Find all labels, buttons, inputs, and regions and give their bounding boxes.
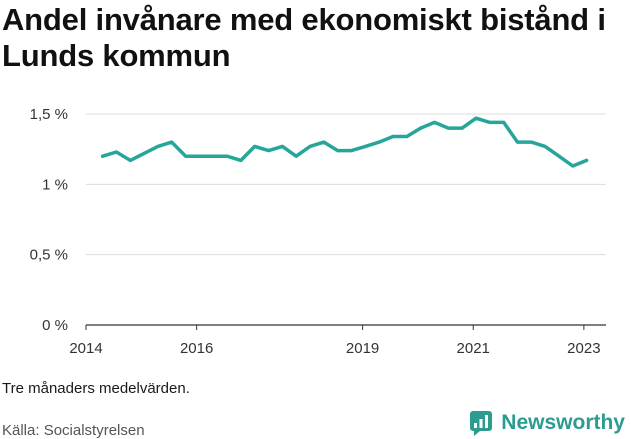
data-point (391, 135, 395, 138)
data-point (308, 144, 312, 148)
x-tick-label: 2014 (69, 340, 102, 357)
data-point (336, 149, 340, 153)
data-point (529, 140, 533, 144)
line-chart: 0 % 0,5 % 1 % 1,5 % 2014 2016 2019 2021 2023 (30, 106, 606, 357)
data-point (474, 116, 478, 120)
data-point (557, 154, 561, 158)
data-point (516, 140, 519, 144)
data-point (253, 144, 257, 148)
data-point (142, 151, 146, 155)
data-point (322, 140, 326, 144)
data-point (446, 126, 450, 130)
data-point (294, 154, 298, 158)
x-axis: 2014 2016 2019 2021 2023 (69, 325, 601, 357)
data-point (502, 120, 506, 124)
data-point (585, 158, 589, 162)
y-tick-label: 1 % (42, 176, 68, 193)
data-point (488, 120, 492, 124)
brand-logo[interactable]: Newsworthy (469, 410, 625, 436)
data-point (460, 126, 464, 130)
data-point (101, 154, 105, 158)
data-point (433, 120, 436, 124)
y-tick-label: 1,5 % (30, 106, 68, 123)
data-point (543, 144, 547, 148)
x-tick-label: 2021 (457, 340, 490, 357)
data-point (267, 149, 271, 153)
y-tick-label: 0,5 % (30, 247, 68, 264)
data-point (170, 140, 174, 144)
data-point (184, 154, 188, 158)
data-point (571, 164, 575, 168)
data-point (128, 158, 132, 162)
y-tick-label: 0 % (42, 317, 68, 334)
grid-lines (86, 113, 606, 326)
x-tick-label: 2023 (567, 340, 600, 357)
data-point (239, 158, 243, 162)
data-point (350, 149, 353, 153)
newsworthy-logo-icon (470, 411, 493, 436)
series-layer (100, 116, 589, 168)
x-tick-label: 2019 (346, 340, 379, 357)
series-line (100, 116, 589, 168)
data-point (405, 135, 409, 138)
data-point (156, 144, 160, 148)
source-credit: Källa: Socialstyrelsen (2, 422, 145, 439)
chart-title: Andel invånare med ekonomiskt bistånd i … (2, 2, 606, 73)
data-point (225, 154, 229, 158)
x-tick-label: 2016 (180, 340, 213, 357)
data-point (114, 150, 118, 154)
data-point (363, 144, 367, 148)
data-point (377, 140, 381, 144)
data-point (280, 144, 284, 148)
data-point (211, 154, 215, 158)
data-point (197, 154, 201, 158)
y-axis-ticks: 0 % 0,5 % 1 % 1,5 % (30, 106, 68, 334)
chart-note: Tre månaders medelvärden. (2, 380, 190, 397)
data-point (419, 126, 423, 130)
brand-name: Newsworthy (501, 411, 625, 434)
